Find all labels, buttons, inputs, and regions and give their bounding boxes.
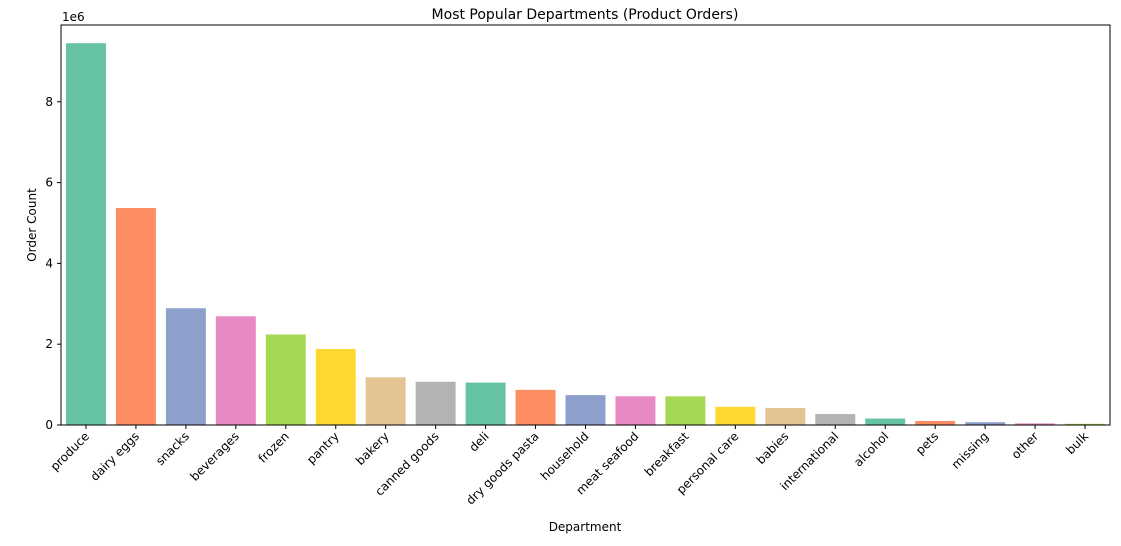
x-tick-label: produce <box>48 429 92 473</box>
chart-title: Most Popular Departments (Product Orders… <box>432 7 739 23</box>
x-tick-label: deli <box>466 429 491 454</box>
bar-babies <box>765 408 806 425</box>
bar-meat-seafood <box>615 396 656 425</box>
y-tick-label: 8 <box>45 95 53 109</box>
bar-international <box>815 414 856 425</box>
bar-deli <box>465 382 506 425</box>
x-tick-label: frozen <box>255 429 291 465</box>
y-ticks-group: 0 2 4 6 8 <box>45 95 61 432</box>
x-tick-label: snacks <box>153 429 192 468</box>
bar-other <box>1015 423 1056 425</box>
y-axis-label: Order Count <box>25 188 39 262</box>
bar-dry-goods-pasta <box>515 389 556 425</box>
x-tick-label: pets <box>913 429 941 457</box>
x-tick-label: dairy eggs <box>88 429 142 483</box>
bar-beverages <box>215 316 256 425</box>
x-tick-label: bulk <box>1063 429 1091 457</box>
bar-snacks <box>165 308 206 425</box>
bar-personal-care <box>715 406 756 425</box>
bar-bakery <box>365 377 406 425</box>
y-tick-label: 2 <box>45 337 53 351</box>
bar-household <box>565 395 606 425</box>
bar-produce <box>65 43 106 425</box>
x-tick-label: bakery <box>353 429 392 468</box>
bar-frozen <box>265 334 306 425</box>
x-tick-label: other <box>1009 429 1042 462</box>
x-tick-label: household <box>538 429 592 483</box>
bar-dairy-eggs <box>115 208 156 425</box>
bar-alcohol <box>865 418 906 425</box>
y-tick-label: 0 <box>45 418 53 432</box>
x-tick-label: alcohol <box>851 429 891 469</box>
x-tick-label: missing <box>949 429 991 471</box>
x-tick-label: pantry <box>304 429 342 467</box>
bar-bulk <box>1065 423 1106 425</box>
x-tick-label: breakfast <box>642 429 692 479</box>
y-axis-offset-label: 1e6 <box>62 10 85 24</box>
bar-pets <box>915 420 956 425</box>
bar-canned-goods <box>415 381 456 425</box>
x-axis-label: Department <box>549 520 622 534</box>
plot-frame <box>60 24 1111 426</box>
x-tick-label: babies <box>754 429 792 467</box>
bars-group <box>65 43 1106 425</box>
bar-missing <box>965 422 1006 425</box>
x-tick-label: beverages <box>187 429 241 483</box>
y-tick-label: 4 <box>45 256 53 270</box>
y-tick-label: 6 <box>45 176 53 190</box>
bar-breakfast <box>665 396 706 425</box>
bar-pantry <box>315 349 356 425</box>
